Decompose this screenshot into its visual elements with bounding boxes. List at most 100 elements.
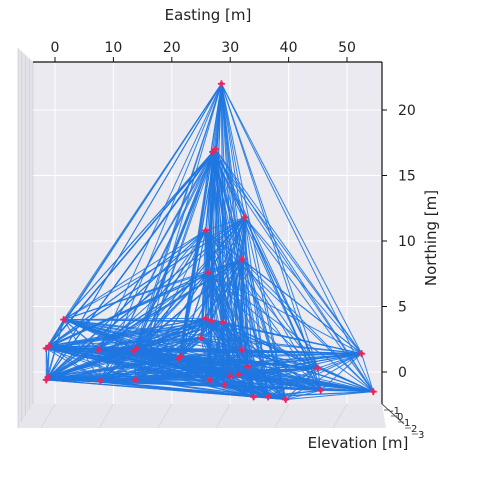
grid-line-floor: [332, 403, 348, 429]
x-tick-label: 0: [51, 40, 60, 56]
data-point: [60, 316, 68, 324]
x-tick-label: 20: [163, 40, 181, 56]
edge-line: [178, 353, 362, 360]
edge-line: [205, 216, 245, 231]
data-points: [42, 80, 377, 404]
edge-line: [320, 353, 362, 391]
grid-line-floor: [40, 403, 56, 429]
edge-line: [209, 379, 374, 393]
x-tick-label: 30: [221, 40, 239, 56]
edge-line: [223, 321, 362, 355]
data-point: [97, 377, 105, 385]
z-tick-label: 0: [397, 412, 403, 423]
z-axis-line: [381, 403, 405, 425]
data-point: [202, 227, 210, 235]
edge-line: [222, 321, 374, 393]
data-point: [204, 268, 212, 276]
edge-line: [100, 83, 222, 382]
data-point: [250, 393, 258, 401]
edge-line: [63, 151, 214, 320]
edge-line: [220, 83, 319, 369]
edge-line: [45, 345, 50, 380]
grid-line-floor: [157, 403, 173, 429]
grid-line-floor: [99, 403, 114, 429]
edge-line: [133, 83, 222, 352]
edge-line: [244, 217, 362, 354]
data-point: [202, 314, 210, 322]
edge-line: [320, 389, 374, 393]
data-point: [220, 381, 228, 389]
edge-line: [224, 374, 240, 386]
data-point: [358, 350, 366, 358]
data-point: [317, 386, 325, 394]
z-axis-label: Elevation [m]: [308, 434, 409, 452]
edge-line: [209, 374, 240, 381]
data-point: [238, 255, 246, 263]
data-point: [42, 376, 50, 384]
edge-line: [285, 391, 374, 401]
edge-line: [212, 151, 322, 391]
edge-line: [49, 321, 224, 347]
data-point: [175, 355, 183, 363]
edge-line: [48, 319, 65, 347]
edge-line: [267, 353, 362, 398]
edge-line: [241, 349, 362, 355]
data-point: [197, 334, 205, 342]
edge-line: [212, 151, 240, 375]
data-point: [206, 376, 214, 384]
edge-line: [205, 230, 374, 393]
edge-line: [238, 374, 374, 393]
y-tick-label: 15: [398, 169, 416, 185]
edge-line: [49, 337, 202, 347]
edge-line: [220, 83, 363, 354]
x-tick-label: 10: [104, 40, 122, 56]
data-point: [226, 372, 234, 380]
edge-line: [98, 320, 212, 351]
edge-line: [48, 151, 214, 347]
grid-line-floor: [215, 403, 231, 429]
edge-line: [45, 83, 222, 381]
data-point: [219, 318, 227, 326]
edge-line: [215, 149, 319, 369]
y-tick-label: 10: [398, 234, 416, 250]
edge-line: [63, 271, 209, 321]
edge-line: [178, 272, 209, 360]
data-point: [130, 347, 138, 355]
data-point: [209, 148, 217, 156]
edge-line: [98, 83, 222, 350]
edge-line: [220, 83, 246, 218]
edge-line: [200, 337, 362, 355]
edge-line: [317, 367, 374, 393]
z-tick-label: 3: [418, 430, 424, 441]
edge-line: [98, 151, 214, 350]
data-point: [95, 346, 103, 354]
data-point: [264, 393, 272, 401]
edge-line: [212, 151, 363, 354]
data-point: [241, 213, 249, 221]
data-point: [282, 396, 290, 404]
data-point: [235, 371, 243, 379]
edge-line: [215, 149, 363, 354]
edge-line: [63, 230, 206, 321]
data-point: [45, 342, 53, 350]
edge-line: [207, 271, 362, 355]
edge-line: [247, 366, 318, 369]
edge-line: [49, 317, 206, 347]
edge-line: [224, 384, 254, 398]
data-point: [208, 317, 216, 325]
z-tick-label: -1: [390, 406, 400, 417]
x-tick-label: 50: [338, 40, 356, 56]
edge-line: [285, 353, 362, 400]
y-tick-label: 0: [398, 365, 407, 381]
edge-line: [209, 367, 318, 381]
edge-line: [212, 151, 287, 400]
edge-line: [48, 83, 222, 347]
edge-line: [98, 321, 224, 351]
x-axis-label: Easting [m]: [165, 6, 252, 24]
edge-line: [241, 259, 249, 367]
data-point: [238, 346, 246, 354]
data-point: [217, 80, 225, 88]
edge-line: [317, 368, 322, 391]
